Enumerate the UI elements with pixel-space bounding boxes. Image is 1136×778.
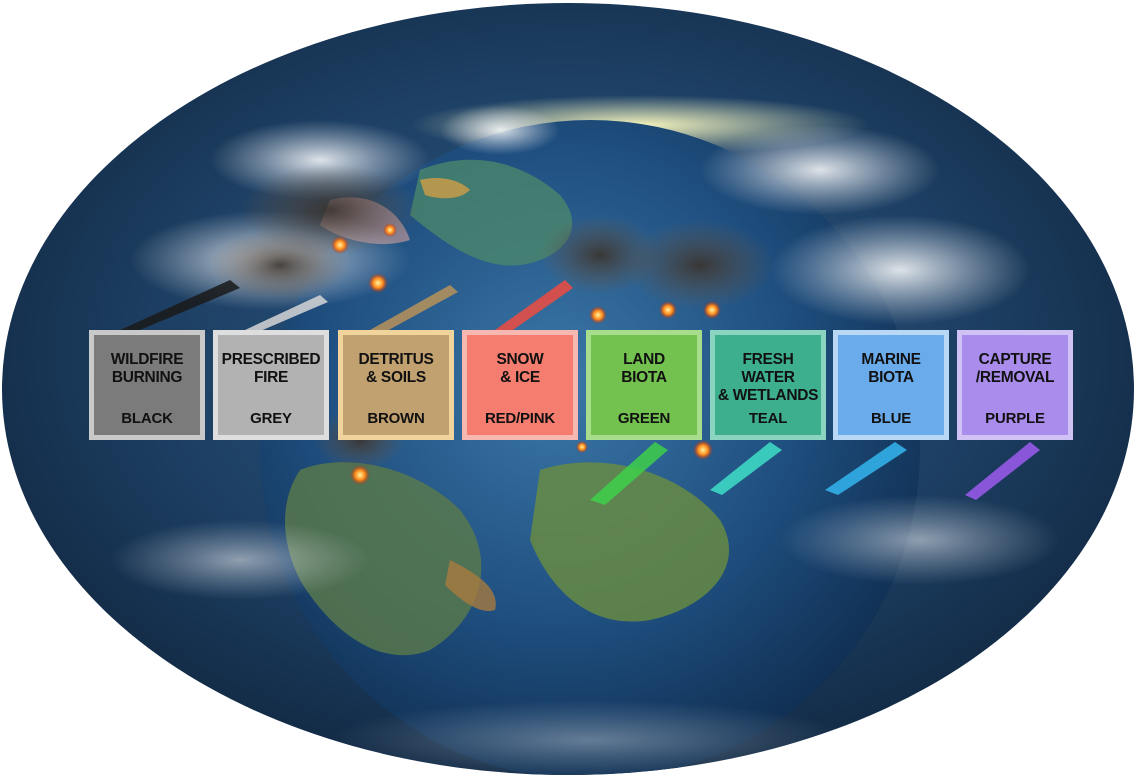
- legend-box-black: WILDFIRE BURNING BLACK: [89, 330, 205, 440]
- cloud: [780, 495, 1060, 585]
- cloud: [330, 700, 850, 775]
- flux-streak-green: [590, 442, 668, 505]
- legend-category-label: PRESCRIBED FIRE: [221, 351, 321, 386]
- flux-streak-red: [495, 280, 573, 332]
- flux-streak-purple: [965, 442, 1040, 500]
- legend-category-label: MARINE BIOTA: [861, 351, 921, 386]
- cloud: [110, 520, 370, 600]
- legend-box-brown: DETRITUS & SOILS BROWN: [338, 330, 454, 440]
- continent-brown-patch: [445, 560, 496, 611]
- cloud: [770, 215, 1030, 325]
- legend-category-label: LAND BIOTA: [621, 351, 667, 386]
- fire: [576, 441, 588, 453]
- fire: [703, 301, 721, 319]
- legend-box-blue: MARINE BIOTA BLUE: [833, 330, 949, 440]
- continent-west: [285, 462, 482, 656]
- flux-streak-black: [120, 280, 240, 332]
- cloud: [700, 125, 940, 215]
- legend-color-label: BROWN: [367, 410, 425, 427]
- legend-box-red-pink: SNOW & ICE RED/PINK: [462, 330, 578, 440]
- continent-center: [530, 462, 730, 622]
- fire: [693, 440, 713, 460]
- fire: [331, 236, 349, 254]
- flux-streak-teal: [710, 442, 782, 495]
- legend-box-teal: FRESH WATER & WETLANDS TEAL: [710, 330, 826, 440]
- legend-category-label: CAPTURE /REMOVAL: [975, 351, 1055, 386]
- fire: [383, 223, 397, 237]
- legend-color-label: BLUE: [870, 410, 912, 427]
- fire: [659, 301, 677, 319]
- legend-color-label: GREY: [250, 410, 292, 427]
- fire: [368, 273, 388, 293]
- legend-box-green: LAND BIOTA GREEN: [586, 330, 702, 440]
- island-patch: [420, 178, 470, 199]
- flux-streak-blue: [825, 442, 907, 495]
- smoke-plume: [625, 220, 775, 310]
- legend-color-label: GREEN: [617, 410, 671, 427]
- cloud: [440, 105, 560, 155]
- flux-streak-grey: [245, 295, 328, 332]
- legend-color-label: TEAL: [748, 410, 788, 427]
- legend-category-label: SNOW & ICE: [496, 351, 544, 386]
- legend-category-label: WILDFIRE BURNING: [110, 351, 184, 386]
- smoke-plume: [210, 230, 350, 300]
- legend-box-purple: CAPTURE /REMOVAL PURPLE: [957, 330, 1073, 440]
- legend-category-label: FRESH WATER & WETLANDS: [717, 351, 819, 404]
- legend-color-label: PURPLE: [985, 410, 1045, 427]
- legend-box-grey: PRESCRIBED FIRE GREY: [213, 330, 329, 440]
- legend-category-label: DETRITUS & SOILS: [358, 351, 434, 386]
- fire: [350, 465, 370, 485]
- legend-color-label: RED/PINK: [484, 410, 556, 427]
- fire: [589, 306, 607, 324]
- legend-color-label: BLACK: [121, 410, 173, 427]
- flux-streak-brown: [370, 285, 458, 332]
